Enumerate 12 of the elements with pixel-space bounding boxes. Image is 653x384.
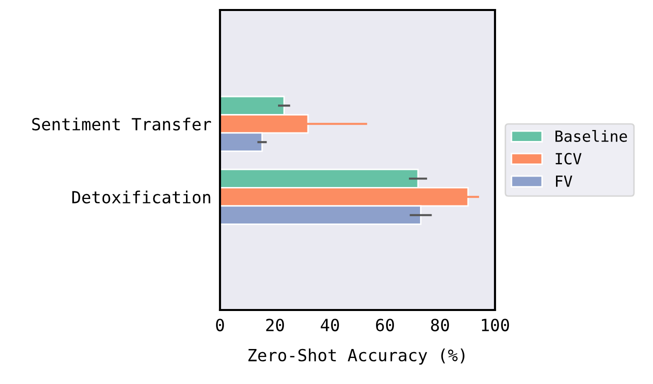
x-tick-label: 100 [482,318,509,332]
x-axis-title: Zero-Shot Accuracy (%) [248,348,464,365]
x-tick-label: 60 [376,318,394,332]
x-tick-label: 0 [216,318,224,332]
x-tick-label: 20 [266,318,284,332]
y-tick-label: Sentiment Transfer [32,118,212,130]
y-tick-label: Detoxification [72,190,210,204]
x-tick-label: 80 [431,318,449,332]
x-tick-label: 40 [320,318,339,332]
legend-label: ICV [556,152,582,164]
legend-label: Baseline [556,130,627,142]
legend-label: FV [556,176,572,187]
